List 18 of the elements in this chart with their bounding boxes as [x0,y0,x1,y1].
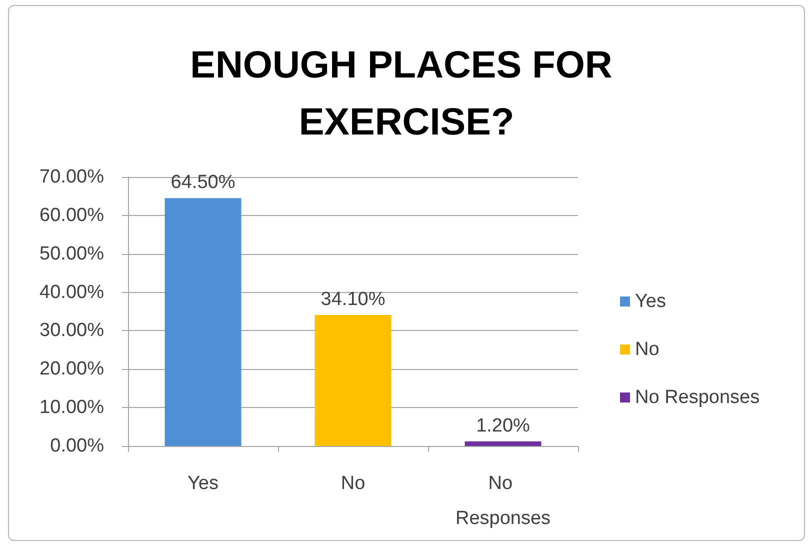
data-label: 1.20% [476,415,530,436]
chart-title: ENOUGH PLACES FOR EXERCISE? [190,44,623,144]
data-label: 64.50% [170,172,236,194]
x-tick-label: No Responses [455,473,551,529]
x-tick-label: Yes [188,473,218,494]
legend-label: No [635,339,660,360]
y-tick-label: 50.00% [40,243,104,264]
y-tick-label: 70.00% [40,166,104,188]
x-tick-label: No [340,473,366,494]
y-tick-label: 40.00% [40,282,104,303]
y-tick-label: 30.00% [40,320,104,342]
y-tick-label: 60.00% [40,204,104,226]
legend-label: Yes [635,291,666,312]
data-label: 34.10% [320,288,386,310]
y-tick-label: 0.00% [50,436,104,456]
legend-label: No Responses [635,387,760,408]
y-tick-label: 20.00% [40,358,104,380]
y-tick-label: 10.00% [40,397,104,418]
